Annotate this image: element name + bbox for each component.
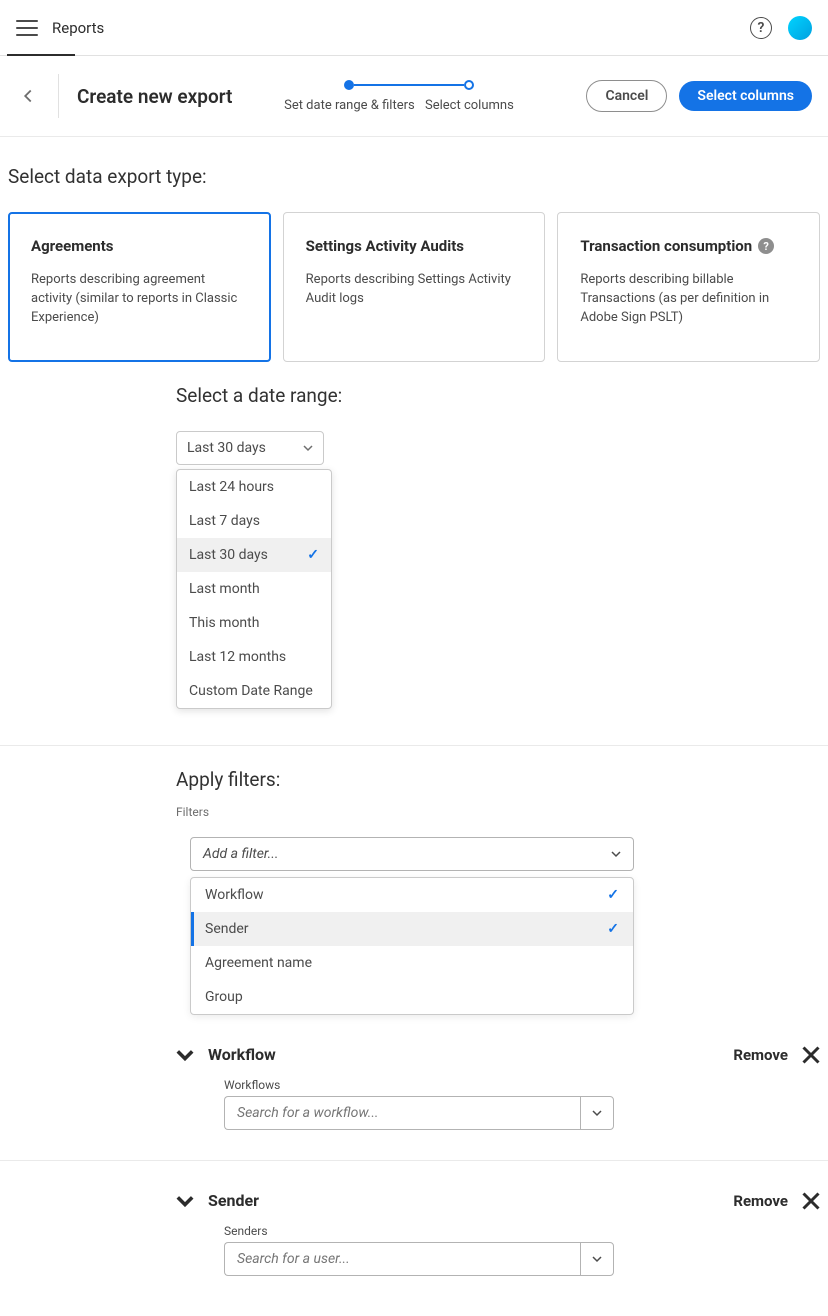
workflow-search-input[interactable]: [224, 1096, 580, 1130]
date-option-last-month[interactable]: Last month: [177, 572, 331, 606]
filter-option-group[interactable]: Group: [191, 980, 633, 1014]
chevron-down-icon[interactable]: [176, 1192, 194, 1210]
filter-options-dropdown: Workflow✓ Sender✓ Agreement name Group: [190, 877, 634, 1015]
divider: [0, 1160, 828, 1161]
check-icon: ✓: [607, 887, 619, 903]
sender-search-combo: [224, 1242, 614, 1276]
divider: [58, 74, 59, 118]
card-agreements[interactable]: Agreements Reports describing agreement …: [8, 212, 271, 362]
add-filter-placeholder: Add a filter...: [203, 846, 278, 862]
check-icon: ✓: [307, 547, 319, 563]
export-type-cards: Agreements Reports describing agreement …: [8, 212, 820, 362]
date-option-last-24h[interactable]: Last 24 hours: [177, 470, 331, 504]
chevron-down-icon: [592, 1108, 602, 1118]
topbar-right: ?: [750, 16, 812, 40]
chevron-down-icon: [592, 1254, 602, 1264]
date-range-selected-value: Last 30 days: [187, 440, 266, 456]
filters-title: Apply filters:: [176, 768, 820, 791]
date-range-select[interactable]: Last 30 days: [176, 431, 324, 465]
avatar[interactable]: [788, 16, 812, 40]
add-filter-select[interactable]: Add a filter...: [190, 837, 634, 871]
filter-field-label: Workflows: [224, 1078, 820, 1092]
page-body: Select data export type: Agreements Repo…: [0, 137, 828, 1316]
step-dot-hollow-icon: [464, 80, 474, 90]
date-range-dropdown: Last 24 hours Last 7 days Last 30 days✓ …: [176, 469, 332, 709]
workflow-search-dropdown-button[interactable]: [580, 1096, 614, 1130]
app-section-title: Reports: [52, 19, 104, 37]
filter-section-title: Workflow: [208, 1045, 719, 1064]
remove-filter-button[interactable]: Remove: [733, 1192, 788, 1210]
filter-option-agreement-name[interactable]: Agreement name: [191, 946, 633, 980]
applied-filter-sender: Sender Remove: [176, 1191, 820, 1210]
sender-search-input[interactable]: [224, 1242, 580, 1276]
progress-stepper: Set date range & filters Select columns: [250, 80, 568, 113]
date-range-title: Select a date range:: [176, 384, 820, 407]
filter-section-title: Sender: [208, 1191, 719, 1210]
filter-option-workflow[interactable]: Workflow✓: [191, 878, 633, 912]
card-title: Settings Activity Audits: [306, 237, 523, 255]
chevron-down-icon: [611, 849, 621, 859]
top-bar: Reports ?: [0, 0, 828, 56]
date-range-block: Last 30 days Last 24 hours Last 7 days L…: [176, 431, 820, 1276]
card-title: Transaction consumption ?: [580, 237, 797, 255]
date-option-custom[interactable]: Custom Date Range: [177, 674, 331, 708]
remove-filter-button[interactable]: Remove: [733, 1046, 788, 1064]
filter-option-sender[interactable]: Sender✓: [191, 912, 633, 946]
close-icon[interactable]: [802, 1046, 820, 1064]
card-desc: Reports describing billable Transactions…: [580, 271, 797, 328]
date-option-last-12m[interactable]: Last 12 months: [177, 640, 331, 674]
menu-icon[interactable]: [16, 20, 38, 36]
card-desc: Reports describing Settings Activity Aud…: [306, 271, 523, 309]
filter-field-label: Senders: [224, 1224, 820, 1238]
chevron-down-icon: [303, 443, 313, 453]
date-option-last-7d[interactable]: Last 7 days: [177, 504, 331, 538]
page-title: Create new export: [77, 85, 232, 108]
applied-filter-workflow: Workflow Remove: [176, 1045, 820, 1064]
help-icon[interactable]: ?: [750, 17, 772, 39]
card-title-text: Transaction consumption: [580, 237, 752, 255]
cancel-button[interactable]: Cancel: [586, 80, 667, 112]
step-dot-filled-icon: [344, 80, 354, 90]
step-connector: [354, 84, 464, 86]
card-title: Agreements: [31, 237, 248, 255]
step-label: Set date range & filters: [284, 98, 415, 113]
back-arrow-icon[interactable]: [16, 84, 40, 108]
page-header: Create new export Set date range & filte…: [0, 56, 828, 137]
workflow-search-combo: [224, 1096, 614, 1130]
filters-sublabel: Filters: [176, 805, 820, 819]
date-option-this-month[interactable]: This month: [177, 606, 331, 640]
card-settings-audits[interactable]: Settings Activity Audits Reports describ…: [283, 212, 546, 362]
sender-search-dropdown-button[interactable]: [580, 1242, 614, 1276]
date-option-last-30d[interactable]: Last 30 days✓: [177, 538, 331, 572]
card-desc: Reports describing agreement activity (s…: [31, 271, 248, 328]
topbar-left: Reports: [16, 19, 104, 37]
info-icon[interactable]: ?: [758, 238, 774, 254]
select-columns-button[interactable]: Select columns: [679, 81, 812, 111]
header-actions: Cancel Select columns: [586, 80, 812, 112]
card-transaction-consumption[interactable]: Transaction consumption ? Reports descri…: [557, 212, 820, 362]
active-tab-indicator: [7, 54, 75, 56]
check-icon: ✓: [607, 921, 619, 937]
step-label: Select columns: [425, 98, 514, 113]
close-icon[interactable]: [802, 1192, 820, 1210]
divider: [0, 745, 828, 746]
chevron-down-icon[interactable]: [176, 1046, 194, 1064]
export-type-title: Select data export type:: [8, 165, 820, 188]
